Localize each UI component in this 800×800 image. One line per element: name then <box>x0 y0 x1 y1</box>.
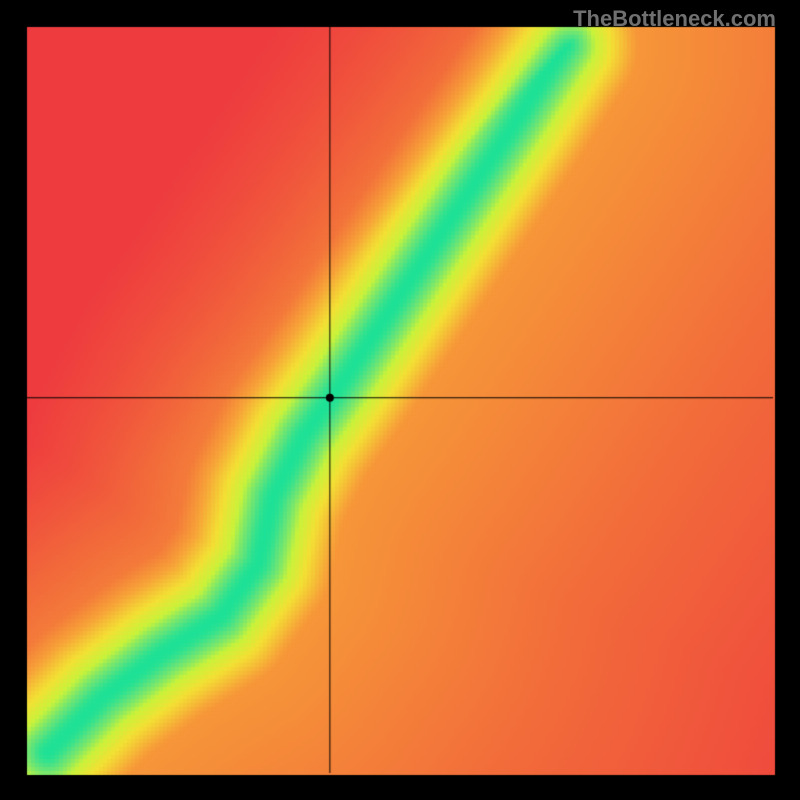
heatmap-canvas <box>0 0 800 800</box>
chart-container: TheBottleneck.com <box>0 0 800 800</box>
watermark-text: TheBottleneck.com <box>573 6 776 32</box>
